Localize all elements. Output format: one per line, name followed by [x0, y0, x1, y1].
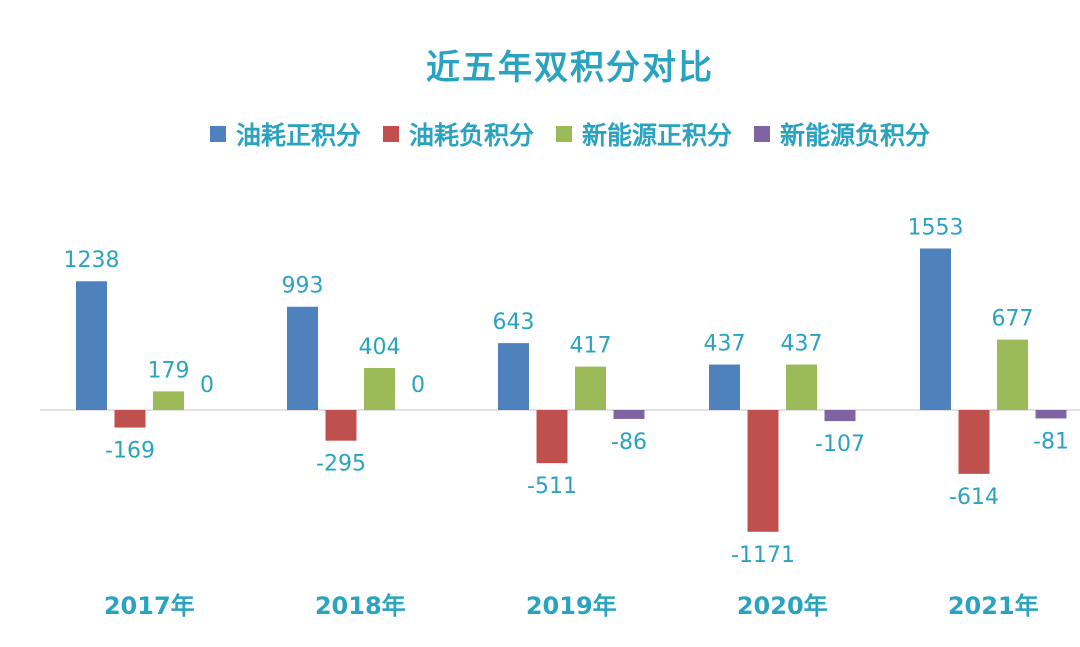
legend: 油耗正积分 油耗负积分 新能源正积分 新能源负积分 [0, 116, 1080, 152]
value-label-3-1: -1171 [731, 543, 795, 568]
legend-label-oil-negative: 油耗负积分 [408, 121, 534, 150]
legend-label-nev-negative: 新能源负积分 [780, 121, 931, 150]
legend-swatch-oil-positive [209, 126, 226, 142]
value-label-0-2: 179 [148, 358, 190, 383]
bar-3-0 [709, 364, 740, 410]
bar-1-1 [325, 410, 357, 441]
category-label-1: 2018年 [315, 592, 406, 620]
legend-item-oil-negative: 油耗负积分 [382, 116, 534, 152]
chart-title: 近五年双积分对比 [426, 48, 714, 88]
legend-swatch-oil-negative [382, 126, 399, 142]
value-label-3-3: -107 [815, 432, 865, 457]
bar-1-2 [364, 367, 395, 410]
bar-2-1 [536, 410, 568, 464]
bar-2-2 [575, 366, 606, 410]
legend-item-nev-positive: 新能源正积分 [556, 116, 732, 152]
value-label-3-0: 437 [704, 332, 746, 357]
bar-2-3 [613, 410, 645, 419]
category-label-2: 2019年 [526, 592, 617, 620]
value-label-0-3: 0 [200, 373, 214, 398]
category-label-0: 2017年 [104, 592, 195, 620]
bar-0-0 [76, 281, 107, 410]
value-label-4-0: 1553 [908, 215, 964, 240]
value-label-2-2: 417 [570, 334, 612, 359]
bar-0-1 [114, 410, 146, 428]
value-label-4-1: -614 [949, 485, 999, 510]
legend-item-oil-positive: 油耗正积分 [209, 116, 361, 152]
bar-3-1 [747, 410, 779, 532]
bar-0-2 [153, 391, 184, 410]
legend-label-oil-positive: 油耗正积分 [235, 121, 361, 150]
value-label-4-3: -81 [1033, 429, 1069, 454]
value-label-2-3: -86 [611, 430, 647, 455]
category-label-3: 2020年 [737, 592, 828, 620]
legend-swatch-nev-negative [754, 126, 771, 142]
value-label-0-1: -169 [105, 439, 155, 464]
bar-4-3 [1035, 410, 1067, 419]
value-label-1-3: 0 [411, 373, 425, 398]
value-label-2-1: -511 [527, 474, 577, 499]
legend-swatch-nev-positive [556, 126, 572, 142]
value-label-0-0: 1238 [64, 248, 120, 273]
value-label-3-2: 437 [781, 332, 823, 357]
value-label-1-2: 404 [359, 335, 401, 360]
value-label-4-2: 677 [992, 307, 1034, 332]
bar-4-1 [958, 410, 990, 474]
bar-3-2 [786, 364, 817, 410]
value-label-1-1: -295 [316, 452, 366, 477]
bar-2-0 [498, 343, 529, 410]
bar-4-2 [997, 339, 1028, 410]
value-label-2-0: 643 [493, 310, 535, 335]
category-label-4: 2021年 [948, 592, 1039, 620]
legend-label-nev-positive: 新能源正积分 [582, 121, 733, 150]
value-label-1-0: 993 [282, 274, 324, 299]
bar-4-0 [920, 248, 951, 410]
bar-3-3 [824, 410, 856, 422]
legend-item-nev-negative: 新能源负积分 [754, 116, 930, 152]
bar-1-0 [287, 306, 318, 410]
